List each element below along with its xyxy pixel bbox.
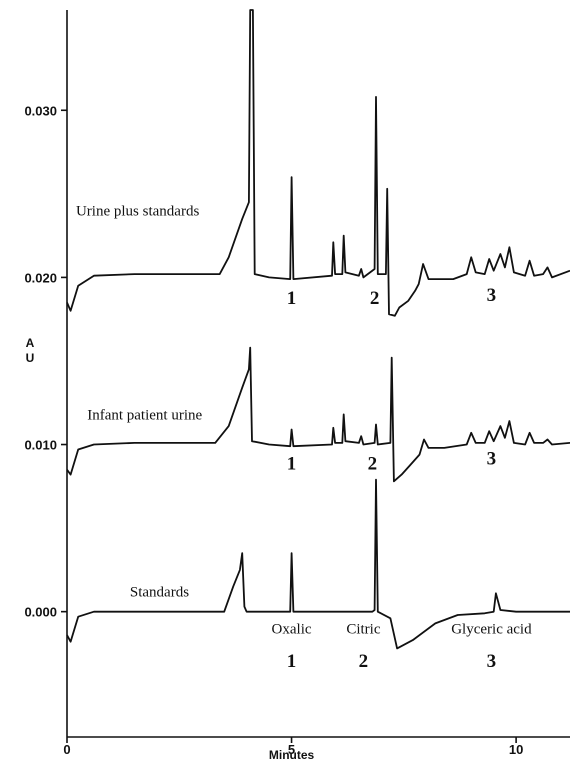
annotations: Urine plus standards Infant patient urine… <box>76 204 532 672</box>
y-axis-ticks: 0.000 0.010 0.020 0.030 <box>24 103 67 620</box>
trace-label: Infant patient urine <box>87 407 202 423</box>
peak-number: 3 <box>487 651 497 672</box>
y-tick-label: 0.010 <box>24 438 57 453</box>
trace-2 <box>66 346 570 483</box>
peak-number: 3 <box>487 449 497 470</box>
x-tick-label: 0 <box>63 742 70 757</box>
trace-label: Standards <box>130 585 189 601</box>
axes <box>66 10 570 738</box>
peak-number: 2 <box>368 454 378 475</box>
trace-1 <box>66 9 570 317</box>
peak-number: 2 <box>370 288 380 309</box>
trace-3 <box>66 478 570 650</box>
x-axis-title: Minutes <box>269 748 315 762</box>
peak-number: 2 <box>359 651 369 672</box>
compound-label: Oxalic <box>272 621 312 637</box>
peak-number: 1 <box>287 651 297 672</box>
x-axis-ticks: 0 5 10 <box>63 737 523 757</box>
y-tick-label: 0.030 <box>24 103 57 118</box>
x-tick-label: 5 <box>288 742 295 757</box>
trace-label: Urine plus standards <box>76 204 199 220</box>
x-tick-label: 10 <box>509 742 523 757</box>
compound-label: Glyceric acid <box>451 621 532 637</box>
traces <box>66 9 570 650</box>
compound-label: Citric <box>346 621 381 637</box>
peak-number: 1 <box>287 454 297 475</box>
peak-number: 3 <box>487 285 497 306</box>
y-tick-label: 0.000 <box>24 605 57 620</box>
y-tick-label: 0.020 <box>24 270 57 285</box>
peak-number: 1 <box>287 288 297 309</box>
